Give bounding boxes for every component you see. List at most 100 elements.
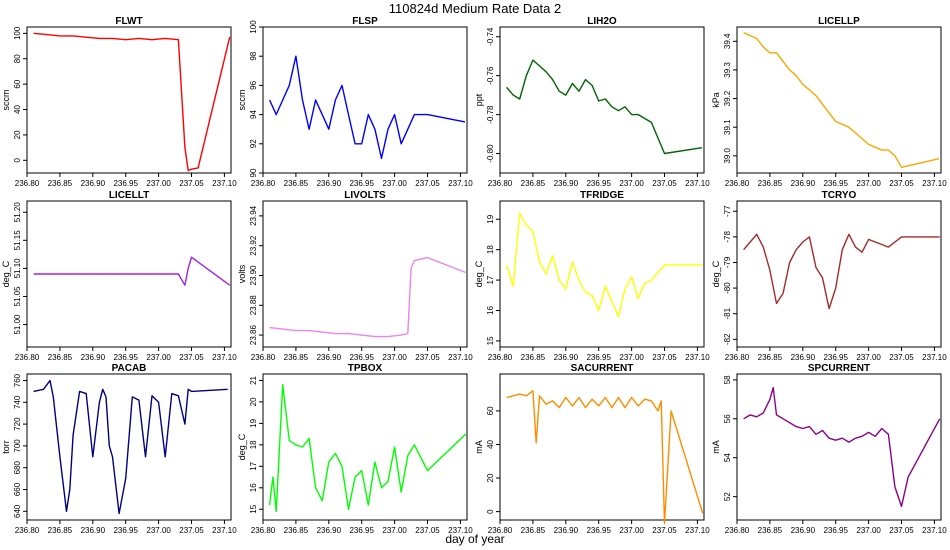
x-tick-label: 236.90 [317,179,342,188]
plot-frame [26,200,232,348]
y-tick-label: -0.78 [486,105,495,124]
x-tick-label: 236.85 [284,353,309,362]
plot-frame [262,200,468,348]
series-line-licellp [743,32,940,169]
y-tick-label: 92 [249,139,258,148]
y-tick-label: 39.3 [723,62,732,78]
x-tick-label: 236.95 [586,526,611,535]
series-line-sacurrent [506,390,704,525]
y-tick-label: 58 [723,375,732,384]
y-axis-label: kPa [711,92,721,108]
y-tick-label: -82 [723,333,732,345]
y-tick-label: 20 [13,130,22,139]
x-tick-label: 237.10 [212,526,237,535]
panel-title: PACAB [112,363,147,374]
x-tick-label: 237.00 [146,179,171,188]
x-tick-label: 237.10 [922,179,947,188]
x-tick-label: 237.00 [382,353,407,362]
y-tick-label: 18 [486,245,495,254]
y-axis-label: mA [474,440,484,454]
y-tick-label: 60 [486,406,495,415]
x-tick-label: 236.95 [586,179,611,188]
panel-title: LICELLT [109,190,149,201]
x-tick-label: 236.95 [349,353,374,362]
x-tick-label: 237.00 [619,179,644,188]
y-tick-label: 21 [249,375,258,384]
panel-tfridge: TFRIDGE 236.80 236.85 236.90 236.95 237.00 237… [474,190,710,362]
x-tick-label: 236.80 [488,526,513,535]
y-tick-label: 54 [723,453,732,462]
x-tick-label: 236.95 [823,353,848,362]
panel-title: TCRYO [822,190,857,201]
x-tick-label: 236.90 [791,353,816,362]
y-tick-label: 23.86 [249,325,258,346]
panel-lih2o: LIH2O 236.80 236.85 236.90 236.95 237.00 237.0… [474,16,710,188]
y-tick-label: 23.90 [249,265,258,286]
y-tick-label: 100 [13,26,22,40]
x-tick-label: 236.85 [758,353,783,362]
x-tick-label: 236.90 [81,526,106,535]
y-tick-label: 40 [486,439,495,448]
y-tick-label: 720 [13,417,22,431]
y-tick-label: 20 [249,397,258,406]
y-tick-label: 680 [13,460,22,474]
x-tick-label: 236.85 [284,179,309,188]
y-tick-label: 90 [249,168,258,177]
y-axis-label: deg_C [1,260,11,287]
x-tick-label: 236.90 [81,353,106,362]
panel-flwt: FLWT 236.80 236.85 236.90 236.95 237.00 237.05… [1,16,237,188]
x-tick-label: 236.95 [349,526,374,535]
x-tick-label: 236.80 [251,179,276,188]
y-tick-label: 17 [249,461,258,470]
x-tick-label: 236.90 [791,526,816,535]
x-tick-label: 236.85 [758,179,783,188]
y-tick-label: 98 [249,51,258,60]
plot-frame [736,373,942,521]
y-axis-label: deg_C [474,260,484,287]
x-tick-label: 237.05 [179,353,204,362]
plot-frame [499,373,705,521]
x-tick-label: 237.05 [652,179,677,188]
y-tick-label: 60 [13,79,22,88]
x-tick-label: 237.05 [415,526,440,535]
y-tick-label: 16 [249,483,258,492]
panel-pacab: PACAB 236.80 236.85 236.90 236.95 237.00 237.0… [1,363,237,535]
y-tick-label: -0.80 [486,144,495,163]
x-tick-label: 236.85 [521,353,546,362]
x-tick-label: 237.00 [382,526,407,535]
x-tick-label: 237.10 [922,353,947,362]
y-tick-label: 52 [723,492,732,501]
x-tick-label: 236.80 [15,353,40,362]
x-tick-label: 237.10 [212,179,237,188]
panel-licellt: LICELLT 236.80 236.85 236.90 236.95 237.00 237… [1,190,237,362]
x-tick-label: 236.85 [48,179,73,188]
y-tick-label: 660 [13,482,22,496]
y-tick-label: 23.88 [249,295,258,316]
x-tick-label: 236.95 [113,353,138,362]
x-tick-label: 236.85 [284,526,309,535]
y-tick-label: 39.2 [723,90,732,106]
y-tick-label: 100 [249,20,258,34]
panel-licellp: LICELLP 236.80 236.85 236.90 236.95 237.00 237… [711,16,947,188]
y-axis-label: sccm [1,90,11,111]
x-tick-label: 237.00 [146,526,171,535]
y-tick-label: -0.76 [486,66,495,85]
panel-title: LIH2O [587,16,617,27]
y-tick-label: 19 [486,214,495,223]
y-tick-label: -0.74 [486,27,495,46]
y-tick-label: 40 [13,105,22,114]
plot-frame [26,373,232,521]
y-tick-label: -78 [723,231,732,243]
x-tick-label: 237.10 [448,526,473,535]
x-tick-label: 236.90 [317,526,342,535]
x-tick-label: 236.85 [48,526,73,535]
y-axis-label: deg_C [237,433,247,460]
y-tick-label: 51.15 [13,230,22,251]
y-tick-label: 23.92 [249,235,258,256]
x-tick-label: 236.80 [488,179,513,188]
series-line-pacab [33,379,228,515]
x-tick-label: 236.90 [554,526,579,535]
panel-sacurrent: SACURRENT 236.80 236.85 236.90 236.95 237.00 2… [474,363,710,535]
x-tick-label: 237.10 [922,526,947,535]
